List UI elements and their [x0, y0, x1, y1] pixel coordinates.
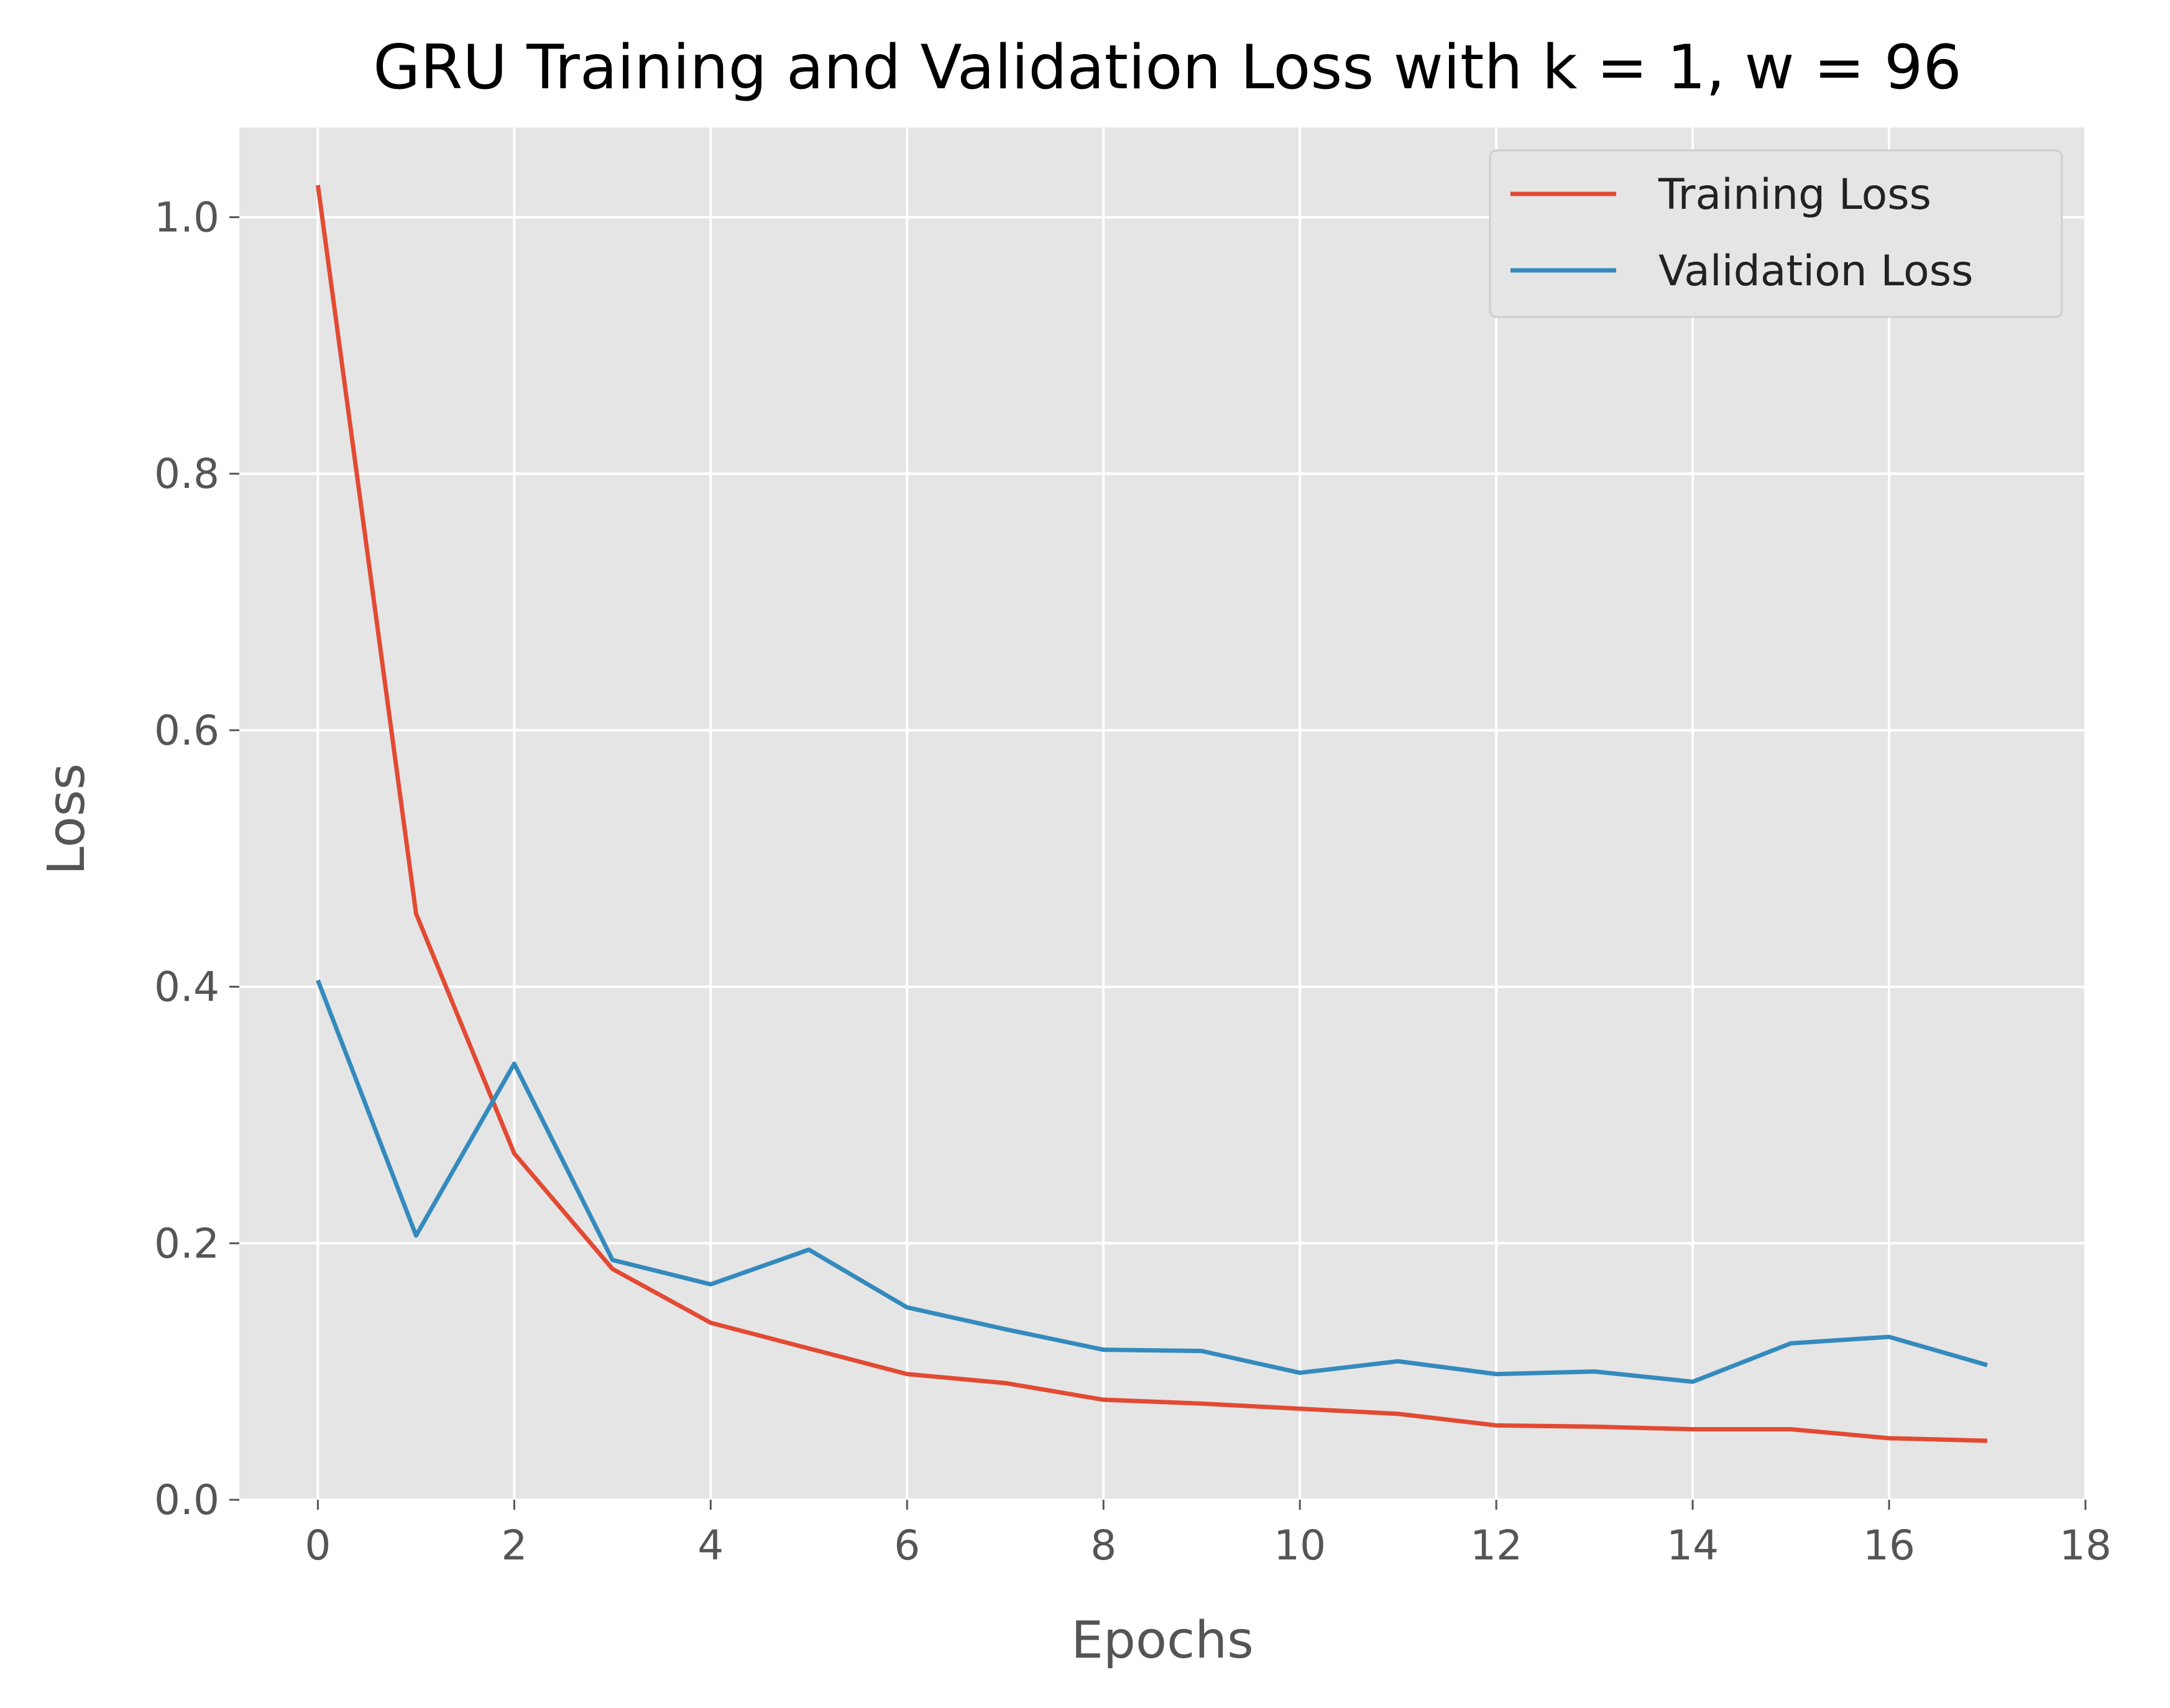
- training-loss-line: [315, 185, 1988, 1443]
- chart-title: GRU Training and Validation Loss with k …: [373, 32, 1962, 103]
- grid-lines: [239, 127, 2087, 1501]
- x-tick-label: 6: [894, 1522, 920, 1569]
- x-tick-label: 4: [697, 1522, 724, 1569]
- validation-loss-line: [316, 980, 1988, 1384]
- x-tick-label: 18: [2059, 1522, 2112, 1569]
- legend: Training Loss Validation Loss: [1489, 149, 2063, 318]
- y-axis-label: Loss: [37, 763, 96, 875]
- axis-ticks: 0 2 4 6 8 10 12 14 16 18 0.0 0.2 0.4 0.6 0.8 1.0: [154, 193, 2112, 1569]
- series-lines: [315, 185, 1988, 1443]
- y-tick-label: 1.0: [154, 193, 219, 241]
- legend-label-validation-loss: Validation Loss: [1658, 247, 1974, 296]
- x-tick-label: 12: [1470, 1522, 1522, 1569]
- y-tick-label: 0.6: [154, 707, 219, 755]
- y-tick-label: 0.8: [154, 450, 219, 498]
- y-tick-label: 0.4: [154, 963, 219, 1011]
- plot-area: [239, 127, 2085, 1500]
- y-tick-label: 0.0: [154, 1476, 219, 1524]
- x-axis-label: Epochs: [1071, 1611, 1254, 1670]
- x-tick-label: 8: [1090, 1522, 1116, 1569]
- x-tick-label: 0: [305, 1522, 331, 1569]
- legend-label-training-loss: Training Loss: [1658, 170, 1931, 219]
- x-tick-label: 2: [501, 1522, 527, 1569]
- y-tick-label: 0.2: [154, 1219, 219, 1267]
- legend-box: [1489, 149, 2063, 318]
- x-tick-label: 16: [1863, 1522, 1915, 1569]
- x-tick-label: 14: [1667, 1522, 1719, 1569]
- x-tick-label: 10: [1274, 1522, 1326, 1569]
